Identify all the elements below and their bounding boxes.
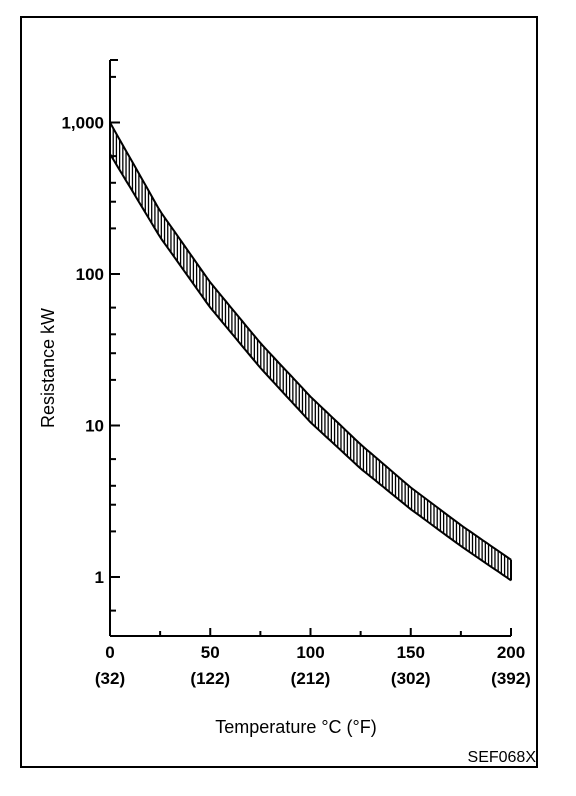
- x-tick-sublabel: (302): [391, 669, 431, 688]
- figure-code: SEF068X: [468, 749, 537, 766]
- y-axis-title: Resistance kW: [38, 308, 58, 428]
- x-tick-sublabel: (32): [95, 669, 125, 688]
- y-tick-label: 1,000: [61, 114, 104, 133]
- x-tick-sublabel: (212): [291, 669, 331, 688]
- y-tick-label: 1: [95, 568, 104, 587]
- x-tick-label: 50: [201, 643, 220, 662]
- figure-frame: [20, 16, 538, 768]
- x-tick-label: 150: [397, 643, 425, 662]
- y-tick-label: 100: [76, 265, 104, 284]
- axes: [109, 59, 512, 637]
- x-tick-sublabel: (392): [491, 669, 531, 688]
- resistance-band: [109, 122, 512, 582]
- lower-curve: [109, 153, 512, 582]
- x-tick-label: 200: [497, 643, 525, 662]
- tick-labels: 1 10 100 1,000 0 (32) 50 (122) 100 (212) 150 (302) 2…: [61, 114, 530, 689]
- y-tick-label: 10: [85, 417, 104, 436]
- x-axis-title: Temperature °C (°F): [215, 717, 376, 737]
- x-tick-label: 0: [105, 643, 114, 662]
- x-tick-sublabel: (122): [190, 669, 230, 688]
- upper-curve: [109, 122, 512, 561]
- x-tick-label: 100: [296, 643, 324, 662]
